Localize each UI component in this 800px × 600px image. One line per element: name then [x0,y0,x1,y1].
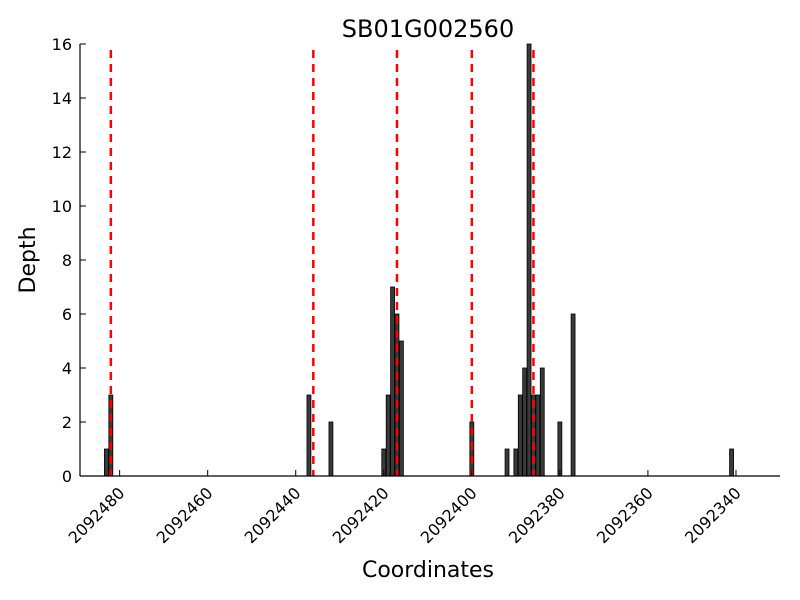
bars-layer [104,43,734,477]
x-tick-label: 2092380 [505,483,569,547]
bar [526,43,532,477]
bar [539,367,545,477]
x-tick-label: 2092460 [153,483,217,547]
x-tick-label: 2092340 [681,483,745,547]
axes-layer [79,44,780,477]
bar [328,421,334,477]
y-tick-label: 16 [52,35,72,54]
x-tick-label: 2092480 [65,483,129,547]
bar [390,286,395,477]
bar [385,394,391,477]
chart-title: SB01G002560 [342,15,514,43]
bar [729,448,734,477]
y-tick-label: 12 [52,143,72,162]
x-tick-label: 2092360 [593,483,657,547]
x-tick-label: 2092400 [417,483,481,547]
x-tick-label: 2092440 [241,483,305,547]
bar [306,394,312,477]
bar [104,448,109,477]
bar [522,367,528,477]
bar [517,394,523,477]
y-tick-label: 0 [62,467,72,486]
y-tick-label: 8 [62,251,72,270]
y-axis-label: Depth [16,226,41,293]
x-tick-label: 2092420 [329,483,393,547]
y-tick-label: 14 [52,89,72,108]
y-tick-label: 2 [62,413,72,432]
bar [535,394,541,477]
reference-lines-layer [109,50,535,476]
y-tick-label: 4 [62,359,72,378]
bar [504,448,510,477]
y-tick-label: 10 [52,197,72,216]
y-tick-label: 6 [62,305,72,324]
bar [557,421,563,477]
bar [394,313,400,477]
x-axis-label: Coordinates [362,558,494,583]
bar [513,448,519,477]
bar [570,313,576,477]
bar [398,340,404,477]
